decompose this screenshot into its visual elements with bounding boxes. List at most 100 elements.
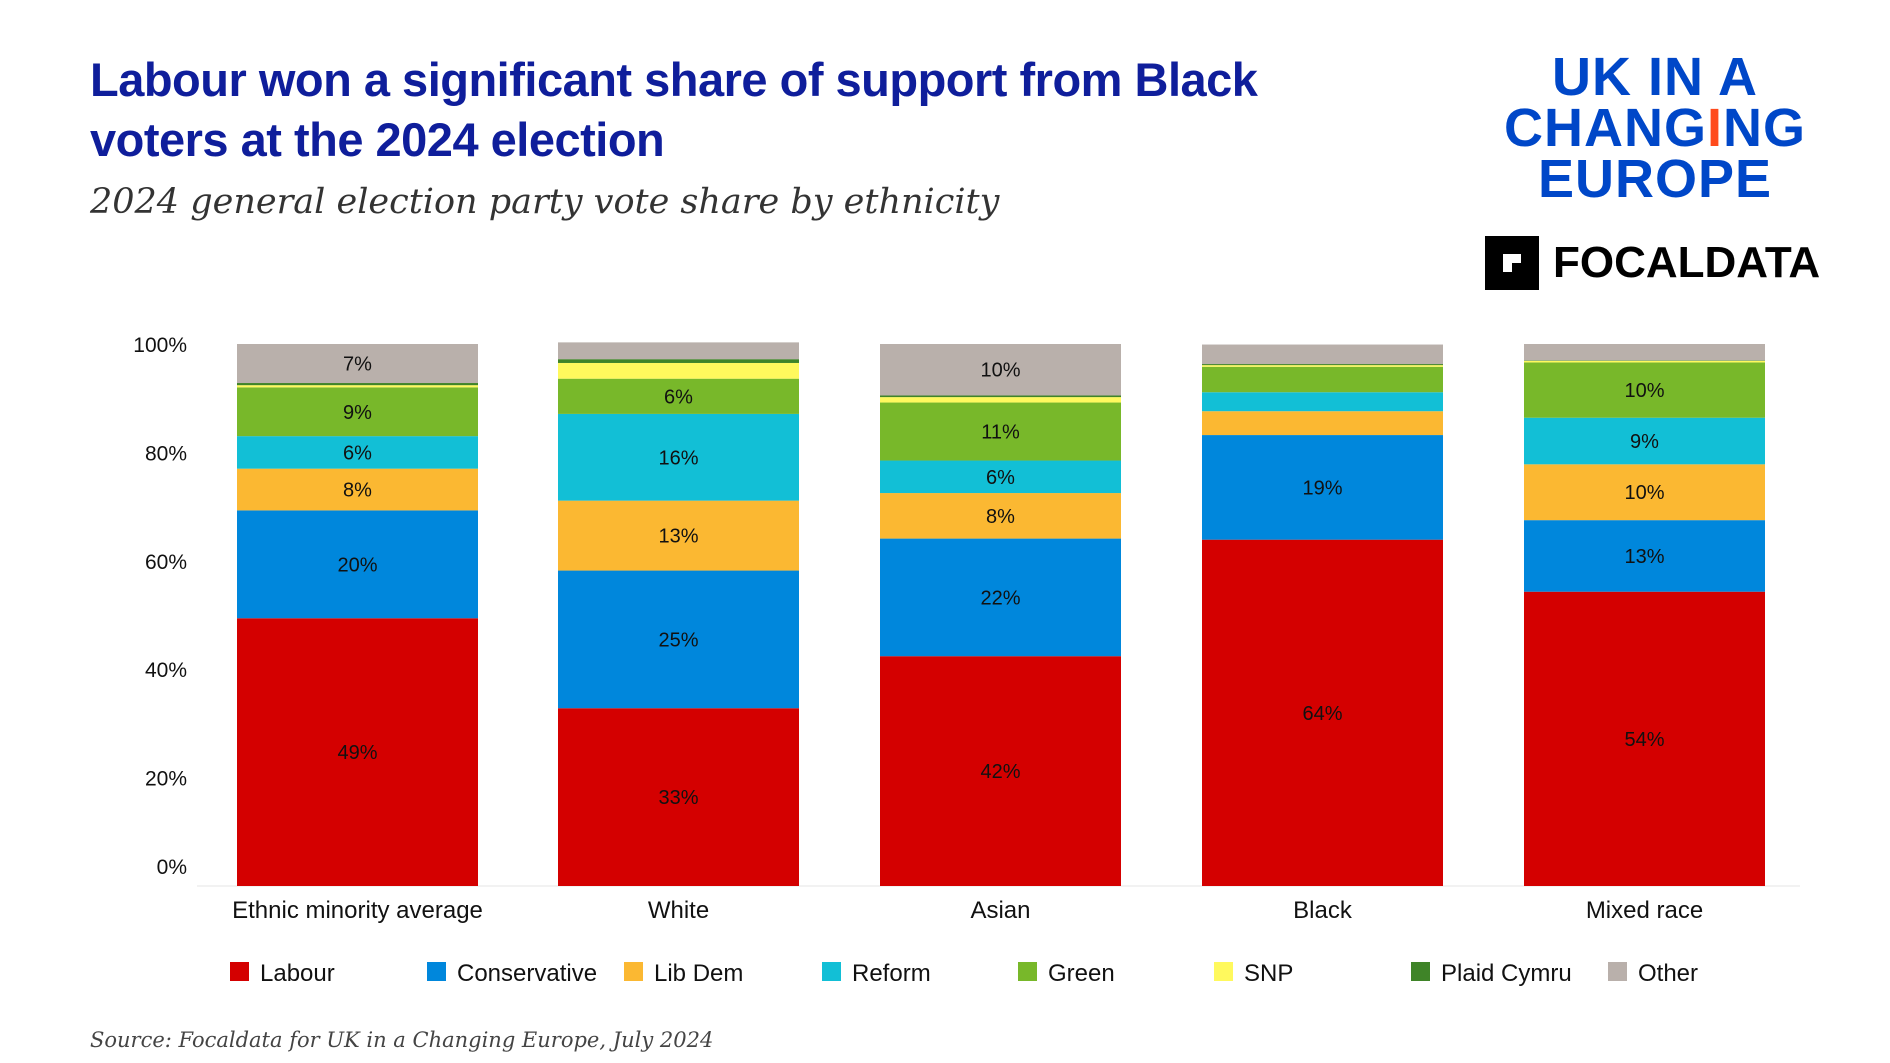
y-tick-label: 0% <box>157 856 187 879</box>
bar-segment-lib-dem <box>558 500 799 571</box>
data-label: 6% <box>986 467 1015 489</box>
category-label: Black <box>1293 897 1353 924</box>
ukice-logo-line: UK IN A <box>1552 47 1758 107</box>
bar-segment-conservative <box>880 538 1121 657</box>
bar-segment-snp <box>1524 360 1765 363</box>
bar-segment-reform <box>880 460 1121 494</box>
data-label: 25% <box>658 629 698 651</box>
legend-swatch-snp <box>1214 962 1233 981</box>
bar-segment-conservative <box>1202 435 1443 540</box>
y-tick-label: 20% <box>145 768 187 791</box>
bar-segment-other <box>558 342 799 360</box>
bar-segment-conservative <box>237 510 478 619</box>
y-tick-label: 100% <box>133 334 187 357</box>
bar-segment-green <box>237 387 478 437</box>
legend-label: Reform <box>852 960 931 987</box>
data-label: 7% <box>343 354 372 376</box>
bar-segment-reform <box>558 413 799 501</box>
data-label: 64% <box>1302 703 1342 725</box>
source-note: Source: Focaldata for UK in a Changing E… <box>90 1028 714 1052</box>
data-label: 9% <box>1630 431 1659 453</box>
data-label: 13% <box>1624 546 1664 568</box>
legend-swatch-green <box>1018 962 1037 981</box>
legend-swatch-lib-dem <box>624 962 643 981</box>
category-label: White <box>648 897 709 924</box>
legend-label: Lib Dem <box>654 960 743 987</box>
bar-segment-green <box>880 402 1121 461</box>
data-label: 49% <box>337 742 377 764</box>
bar-segment-plaid-cymru <box>1524 360 1765 361</box>
legend-swatch-plaid-cymru <box>1411 962 1430 981</box>
bar-segment-plaid-cymru <box>1202 364 1443 366</box>
data-label: 22% <box>980 587 1020 609</box>
bar-segment-lib-dem <box>880 493 1121 539</box>
focaldata-mark-icon <box>1485 236 1539 290</box>
data-label: 11% <box>981 422 1020 444</box>
legend-swatch-conservative <box>427 962 446 981</box>
bar-segment-reform <box>237 436 478 469</box>
data-label: 6% <box>664 386 693 408</box>
data-label: 33% <box>658 787 698 809</box>
ukice-logo: UK IN A CHANGING EUROPE <box>1480 47 1830 209</box>
bar-segment-labour <box>1202 539 1443 886</box>
legend-swatch-labour <box>230 962 249 981</box>
data-label: 6% <box>343 442 372 464</box>
legend-label: SNP <box>1244 960 1293 987</box>
bar-segment-snp <box>1202 365 1443 367</box>
bar-segment-green <box>558 378 799 414</box>
category-label: Asian <box>970 897 1030 924</box>
bar-segment-snp <box>237 385 478 388</box>
bar-segment-other <box>1202 344 1443 365</box>
data-label: 54% <box>1624 729 1664 751</box>
data-label: 10% <box>1624 482 1664 504</box>
bar-segment-lib-dem <box>1202 411 1443 436</box>
ukice-logo-line: EUROPE <box>1537 149 1773 209</box>
bar-segment-reform <box>1202 392 1443 412</box>
focaldata-wordmark: FOCALDATA <box>1553 238 1821 287</box>
bar-segment-labour <box>880 656 1121 886</box>
bar-segment-labour <box>558 708 799 886</box>
focaldata-logo: FOCALDATA <box>1485 236 1820 290</box>
bar-segment-conservative <box>558 570 799 709</box>
bar-segment-plaid-cymru <box>558 359 799 363</box>
bar-segment-lib-dem <box>1524 464 1765 521</box>
data-label: 8% <box>986 506 1015 528</box>
bar-segment-lib-dem <box>237 468 478 511</box>
legend-label: Plaid Cymru <box>1441 960 1572 987</box>
data-label: 42% <box>980 761 1020 783</box>
legend-label: Green <box>1048 960 1115 987</box>
legend-label: Labour <box>260 960 335 987</box>
bar-segment-other <box>880 344 1121 396</box>
bar-segment-other <box>237 344 478 384</box>
bar-segment-other <box>1524 344 1765 361</box>
bar-segment-plaid-cymru <box>237 383 478 386</box>
data-label: 19% <box>1302 477 1342 499</box>
bar-segment-green <box>1202 366 1443 393</box>
bar-segment-reform <box>1524 417 1765 465</box>
y-tick-label: 80% <box>145 442 187 465</box>
data-label: 16% <box>658 447 698 469</box>
data-label: 10% <box>1624 380 1664 402</box>
bar-segment-labour <box>237 618 478 886</box>
legend-label: Conservative <box>457 960 597 987</box>
data-label: 20% <box>337 554 377 576</box>
ukice-logo-line: CHANGING <box>1503 98 1807 158</box>
legend-swatch-reform <box>822 962 841 981</box>
bar-segment-plaid-cymru <box>880 395 1121 398</box>
legend-swatch-other <box>1608 962 1627 981</box>
bar-segment-green <box>1524 362 1765 418</box>
chart-subtitle: 2024 general election party vote share b… <box>90 182 1000 222</box>
y-tick-label: 40% <box>145 659 187 682</box>
bar-segment-labour <box>1524 591 1765 886</box>
bar-segment-conservative <box>1524 520 1765 592</box>
legend-label: Other <box>1638 960 1698 987</box>
data-label: 9% <box>343 402 372 424</box>
data-label: 8% <box>343 480 372 502</box>
data-label: 13% <box>658 526 698 548</box>
category-label: Mixed race <box>1586 897 1703 924</box>
bar-segment-snp <box>880 397 1121 403</box>
data-label: 10% <box>980 360 1020 382</box>
y-tick-label: 60% <box>145 551 187 574</box>
chart-title: Labour won a significant share of suppor… <box>90 53 1258 166</box>
